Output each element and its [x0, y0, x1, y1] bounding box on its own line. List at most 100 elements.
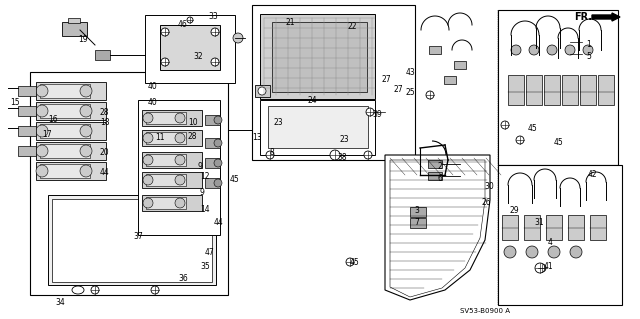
- Text: 19: 19: [78, 35, 88, 44]
- Circle shape: [36, 125, 48, 137]
- Circle shape: [504, 246, 516, 258]
- Circle shape: [175, 113, 185, 123]
- Circle shape: [547, 45, 557, 55]
- Bar: [52, 199, 212, 282]
- Text: 1: 1: [586, 40, 591, 49]
- Bar: [68, 18, 80, 23]
- Circle shape: [143, 133, 153, 143]
- Bar: [544, 75, 560, 105]
- Text: 28: 28: [188, 132, 198, 141]
- Text: 23: 23: [340, 135, 349, 144]
- Text: 17: 17: [42, 130, 52, 139]
- Text: 25: 25: [406, 88, 415, 97]
- Text: 21: 21: [285, 18, 294, 27]
- Bar: [524, 215, 540, 240]
- Circle shape: [175, 198, 185, 208]
- Text: 27: 27: [394, 85, 404, 94]
- Ellipse shape: [72, 286, 84, 294]
- Text: 26: 26: [482, 198, 492, 207]
- Bar: [146, 112, 186, 124]
- Bar: [410, 207, 426, 217]
- Text: 15: 15: [10, 98, 20, 107]
- Text: 45: 45: [350, 258, 360, 267]
- Text: 2: 2: [438, 162, 443, 171]
- Text: 9: 9: [200, 188, 205, 197]
- Text: 42: 42: [588, 170, 598, 179]
- Bar: [428, 172, 442, 180]
- Circle shape: [175, 133, 185, 143]
- Circle shape: [161, 28, 169, 36]
- Circle shape: [143, 113, 153, 123]
- Bar: [580, 75, 596, 105]
- Polygon shape: [498, 165, 622, 305]
- Bar: [138, 100, 220, 235]
- Bar: [146, 197, 186, 209]
- Bar: [205, 138, 220, 148]
- Bar: [260, 100, 375, 155]
- Bar: [36, 82, 106, 100]
- Text: 40: 40: [148, 82, 157, 91]
- Bar: [444, 76, 456, 84]
- Circle shape: [211, 28, 219, 36]
- Circle shape: [36, 145, 48, 157]
- Circle shape: [80, 165, 92, 177]
- Bar: [272, 22, 367, 92]
- Bar: [146, 154, 186, 166]
- Bar: [590, 215, 606, 240]
- Text: FR.: FR.: [574, 12, 592, 22]
- Text: 13: 13: [252, 133, 262, 142]
- Circle shape: [214, 139, 222, 147]
- Circle shape: [161, 58, 169, 66]
- Text: 33: 33: [208, 12, 218, 21]
- Circle shape: [80, 125, 92, 137]
- Circle shape: [214, 116, 222, 124]
- Circle shape: [364, 151, 372, 159]
- Text: 16: 16: [48, 115, 58, 124]
- Text: 24: 24: [308, 96, 317, 105]
- Circle shape: [511, 45, 521, 55]
- Bar: [62, 22, 87, 36]
- Circle shape: [36, 165, 48, 177]
- Polygon shape: [252, 5, 415, 160]
- Bar: [429, 46, 441, 54]
- Circle shape: [211, 58, 219, 66]
- Text: 3: 3: [414, 206, 419, 215]
- Bar: [95, 50, 110, 60]
- Circle shape: [214, 179, 222, 187]
- Text: 22: 22: [348, 22, 358, 31]
- Circle shape: [214, 159, 222, 167]
- Circle shape: [526, 246, 538, 258]
- Circle shape: [426, 91, 434, 99]
- Text: 18: 18: [100, 118, 109, 127]
- Circle shape: [80, 105, 92, 117]
- Circle shape: [36, 105, 48, 117]
- Text: 27: 27: [382, 75, 392, 84]
- Bar: [268, 106, 368, 148]
- Text: 29: 29: [510, 206, 520, 215]
- Bar: [18, 126, 36, 136]
- Bar: [502, 215, 518, 240]
- Bar: [146, 132, 186, 144]
- Circle shape: [80, 145, 92, 157]
- Bar: [18, 106, 36, 116]
- Circle shape: [516, 136, 524, 144]
- Text: 36: 36: [178, 274, 188, 283]
- Bar: [36, 142, 106, 160]
- Bar: [48, 195, 216, 285]
- Text: 11: 11: [155, 133, 164, 142]
- Text: 6: 6: [438, 174, 443, 183]
- Bar: [428, 160, 442, 168]
- Text: 4: 4: [548, 238, 553, 247]
- Bar: [260, 14, 375, 99]
- Text: 47: 47: [205, 248, 215, 257]
- Text: 45: 45: [554, 138, 564, 147]
- Bar: [36, 102, 106, 120]
- Bar: [18, 86, 36, 96]
- Bar: [255, 85, 270, 97]
- Bar: [36, 162, 106, 180]
- Bar: [142, 152, 202, 168]
- Bar: [568, 215, 584, 240]
- Polygon shape: [30, 72, 228, 295]
- Text: 12: 12: [200, 172, 209, 181]
- Bar: [526, 75, 542, 105]
